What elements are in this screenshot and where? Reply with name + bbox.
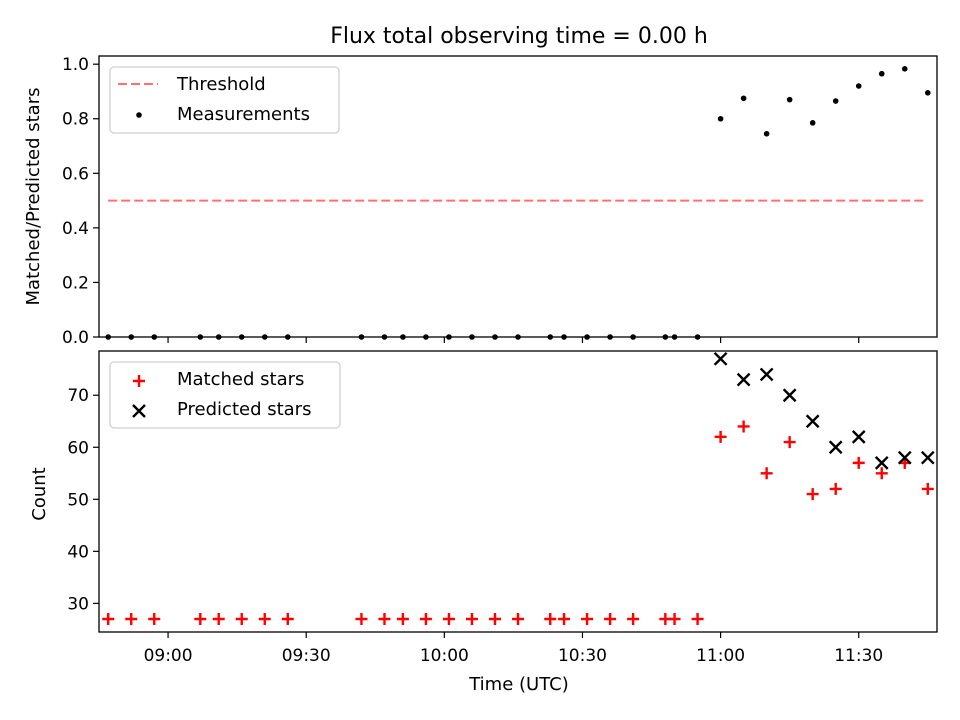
measurements-legend-label: Measurements [177, 104, 310, 125]
matched-stars-point [512, 612, 524, 625]
bottom-y-tick-label: 40 [67, 542, 89, 562]
measurement-point [855, 83, 862, 89]
predicted-stars-point [828, 440, 843, 455]
top-y-tick-label: 0.4 [62, 219, 89, 239]
matched-stars-point [378, 612, 391, 625]
top-y-tick-label: 0.6 [62, 164, 89, 184]
bottom-legend-box [109, 361, 341, 429]
top-panel: 0.0 0.2 0.4 0.6 0.8 1.0 Matched/Predicted sta… [23, 55, 938, 348]
matched-stars-point [212, 612, 225, 625]
predicted-stars-point [713, 351, 728, 366]
measurement-point [901, 66, 908, 72]
top-y-tick-label: 1.0 [62, 55, 89, 75]
top-legend: Threshold Measurements [109, 66, 340, 134]
top-y-tick-label: 0.0 [62, 328, 89, 348]
predicted-stars-point [897, 450, 912, 465]
measurement-point [809, 120, 816, 126]
top-legend-box [109, 66, 340, 134]
predicted-stars-point [920, 450, 935, 465]
matched-stars-point [419, 612, 432, 625]
bottom-panel: 30 40 50 60 70 09:00 09:30 10:00 10:30 11:00 11:3… [29, 350, 938, 695]
matched-stars-point [258, 612, 271, 625]
top-y-axis-label: Matched/Predicted stars [23, 88, 44, 306]
matched-stars-point [194, 612, 207, 625]
measurement-point [878, 70, 885, 77]
matched-stars-point [783, 436, 796, 449]
predicted-stars-point [782, 388, 797, 403]
matched-stars-point [558, 612, 571, 625]
matched-stars-point [396, 612, 409, 625]
matched-stars-point [102, 612, 115, 625]
bottom-y-tick-label: 50 [67, 490, 89, 510]
matched-stars-point [829, 482, 842, 495]
predicted-stars-point [759, 367, 774, 382]
top-y-tick-label: 0.8 [62, 110, 89, 130]
matched-stars-point [668, 612, 681, 625]
matched-stars-point [355, 612, 368, 625]
bottom-x-tick-label: 11:00 [696, 646, 745, 666]
predicted-stars-point [805, 414, 820, 429]
bottom-x-axis: 09:00 09:30 10:00 10:30 11:00 11:30 [144, 632, 883, 666]
bottom-y-tick-label: 60 [67, 438, 89, 458]
top-x-axis [167, 337, 860, 343]
bottom-y-axis-label: Count [29, 467, 50, 520]
bottom-x-tick-label: 09:00 [144, 646, 193, 666]
matched-stars-point [714, 430, 727, 443]
measurement-point [832, 98, 839, 104]
predicted-stars-point [874, 456, 889, 470]
matched-stars-point [691, 612, 704, 625]
bottom-x-tick-label: 09:30 [282, 646, 331, 666]
matched-stars-point [465, 612, 478, 625]
bottom-y-axis: 30 40 50 60 70 [67, 386, 99, 614]
bottom-x-tick-label: 10:30 [558, 646, 607, 666]
matched-stars-point [581, 612, 594, 625]
measurement-point [786, 96, 793, 103]
matched-stars-point [760, 467, 773, 480]
chart-title: Flux total observing time = 0.00 h [330, 24, 708, 49]
matched-stars-point [806, 488, 819, 501]
matched-stars-point [875, 467, 888, 480]
top-y-tick-label: 0.2 [62, 273, 89, 293]
matched-stars-point [488, 612, 501, 625]
predicted-stars-legend-label: Predicted stars [177, 399, 311, 420]
bottom-y-tick-label: 70 [67, 386, 89, 406]
threshold-legend-label: Threshold [176, 74, 266, 95]
matched-stars-point [737, 420, 750, 433]
matched-stars-point [235, 612, 248, 625]
measurement-point [740, 95, 747, 102]
top-plot-frame [98, 55, 938, 338]
matched-stars-legend-swatch [133, 375, 145, 387]
x-axis-label: Time (UTC) [468, 674, 569, 695]
bottom-y-tick-label: 30 [67, 594, 89, 614]
matched-stars-legend-label: Matched stars [177, 369, 304, 390]
matched-stars-point [627, 612, 640, 625]
measurement-point [763, 130, 770, 137]
matched-stars-point [125, 612, 138, 625]
predicted-stars-point [851, 430, 866, 444]
predicted-stars-legend-swatch [132, 404, 146, 418]
matched-stars-point [921, 482, 934, 495]
matched-stars-point [544, 612, 557, 625]
measurements-legend-swatch [136, 112, 142, 118]
count-points-layer [102, 351, 935, 625]
bottom-legend: Matched stars Predicted stars [109, 361, 341, 429]
bottom-x-tick-label: 10:00 [420, 646, 469, 666]
matched-stars-point [852, 456, 865, 469]
measurement-point [924, 90, 931, 96]
matched-stars-point [148, 612, 161, 625]
bottom-x-tick-label: 11:30 [834, 646, 883, 666]
matched-stars-point [604, 612, 617, 625]
top-y-axis: 0.0 0.2 0.4 0.6 0.8 1.0 [62, 55, 99, 348]
matched-stars-point [442, 612, 455, 625]
predicted-stars-point [736, 372, 751, 387]
bottom-plot-frame [98, 350, 938, 633]
matched-stars-point [281, 612, 294, 625]
measurement-point [717, 115, 724, 122]
